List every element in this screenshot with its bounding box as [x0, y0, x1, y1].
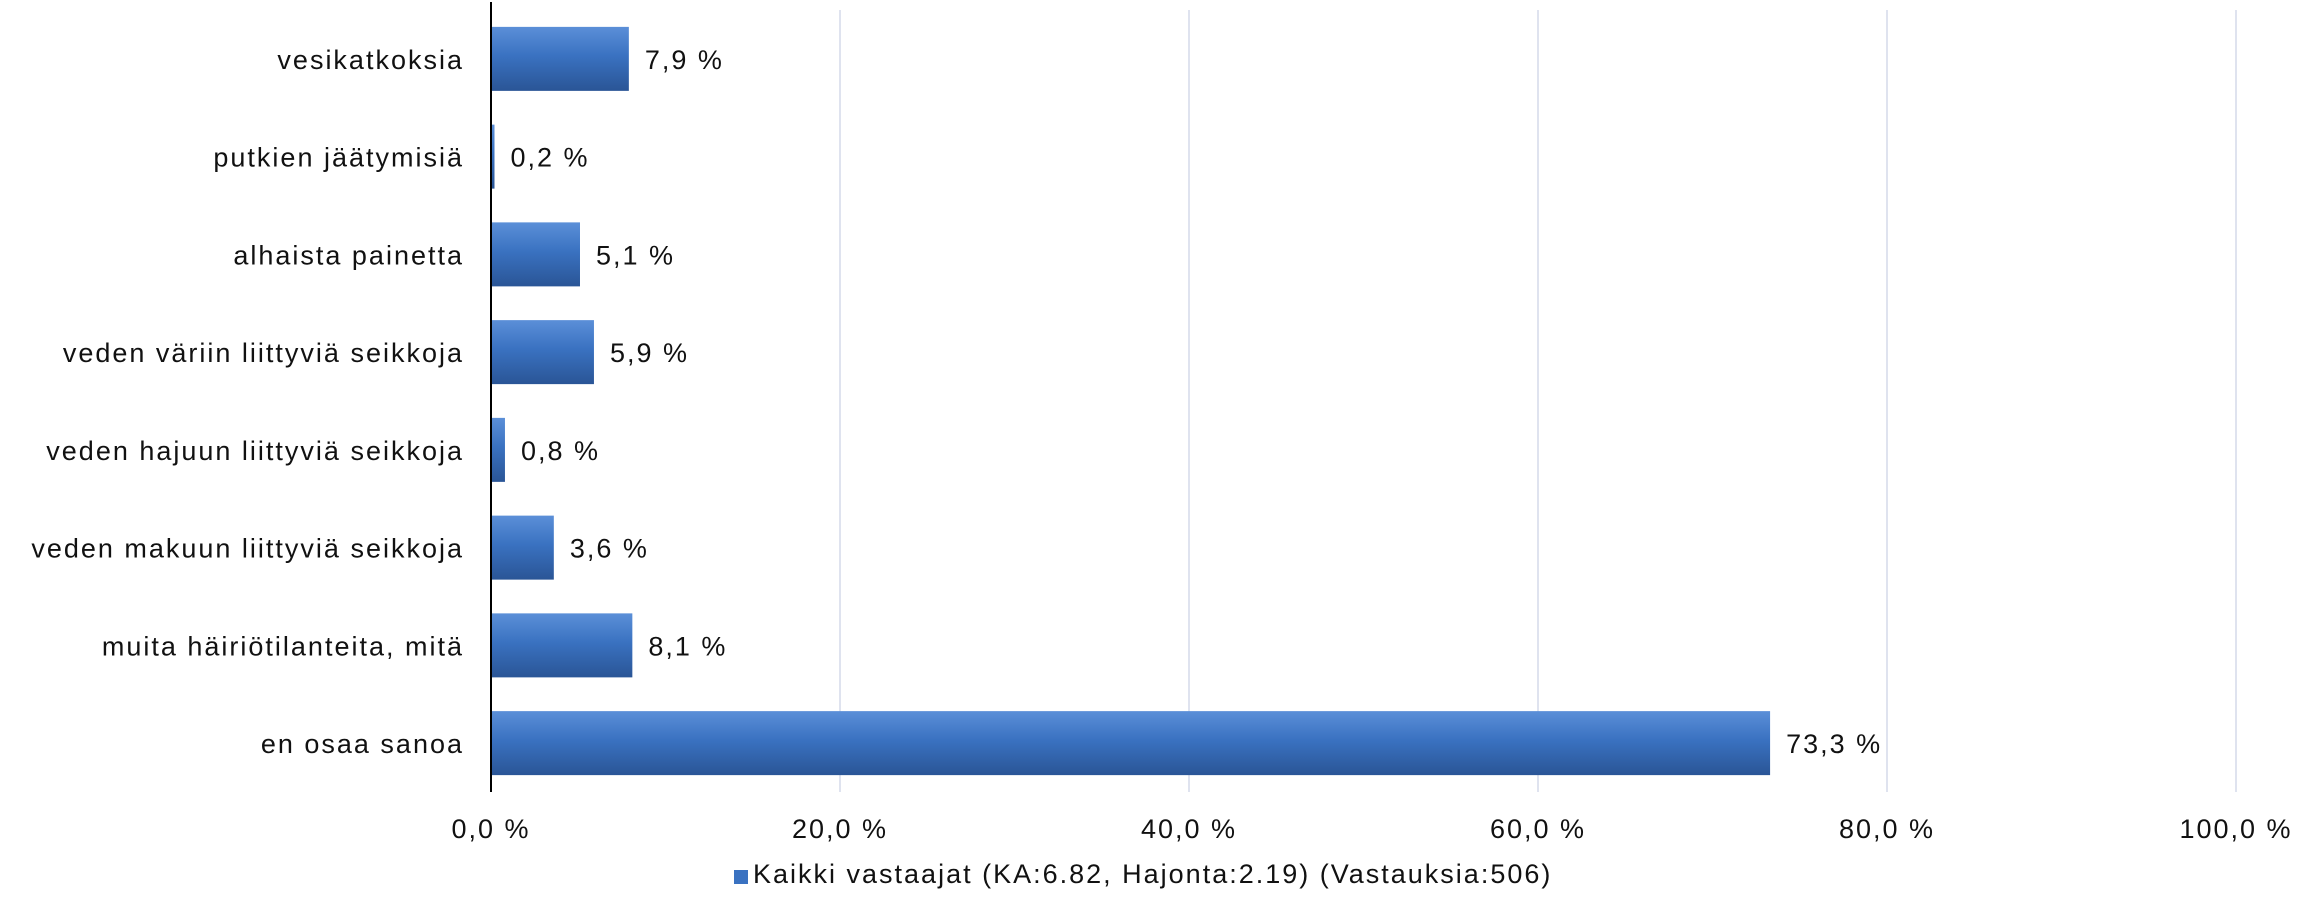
legend-swatch [734, 870, 748, 884]
data-label: 7,9 % [645, 45, 724, 75]
data-label: 3,6 % [570, 534, 649, 564]
x-tick-label: 20,0 % [792, 814, 888, 844]
bar [491, 711, 1771, 776]
data-labels: 7,9 % 0,2 % 5,1 % 5,9 % 0,8 % 3,6 % 8,1 % 73,3 … [510, 45, 1882, 759]
x-tick-label: 100,0 % [2179, 814, 2292, 844]
category-label: veden hajuun liittyviä seikkoja [46, 436, 464, 466]
data-label: 8,1 % [648, 631, 727, 661]
bars [491, 26, 1771, 776]
x-tick-label: 80,0 % [1839, 814, 1935, 844]
data-label: 5,1 % [596, 240, 675, 270]
category-label: vesikatkoksia [277, 45, 464, 75]
category-label: alhaista painetta [233, 240, 464, 270]
bar [491, 320, 594, 385]
category-label: muita häiriötilanteita, mitä [102, 631, 464, 661]
data-label: 73,3 % [1786, 729, 1882, 759]
category-label: en osaa sanoa [261, 729, 464, 759]
data-label: 0,2 % [510, 143, 589, 173]
bar [491, 124, 495, 189]
category-label: veden väriin liittyviä seikkoja [63, 338, 464, 368]
bar [491, 26, 629, 91]
x-tick-label: 40,0 % [1141, 814, 1237, 844]
data-label: 0,8 % [521, 436, 600, 466]
bar [491, 515, 554, 580]
category-labels: vesikatkoksia putkien jäätymisiä alhaista … [31, 45, 464, 759]
gridlines [839, 10, 2237, 792]
category-label: veden makuun liittyviä seikkoja [31, 534, 464, 564]
legend-label: Kaikki vastaajat (KA:6.82, Hajonta:2.19)… [753, 859, 1552, 889]
x-tick-label: 60,0 % [1490, 814, 1586, 844]
bar [491, 613, 633, 678]
category-label: putkien jäätymisiä [213, 143, 464, 173]
x-tick-labels: 0,0 % 20,0 % 40,0 % 60,0 % 80,0 % 100,0 % [451, 814, 2292, 844]
data-label: 5,9 % [610, 338, 689, 368]
x-tick-label: 0,0 % [451, 814, 530, 844]
bar [491, 417, 505, 482]
legend: Kaikki vastaajat (KA:6.82, Hajonta:2.19)… [734, 859, 1552, 889]
bar [491, 222, 580, 287]
